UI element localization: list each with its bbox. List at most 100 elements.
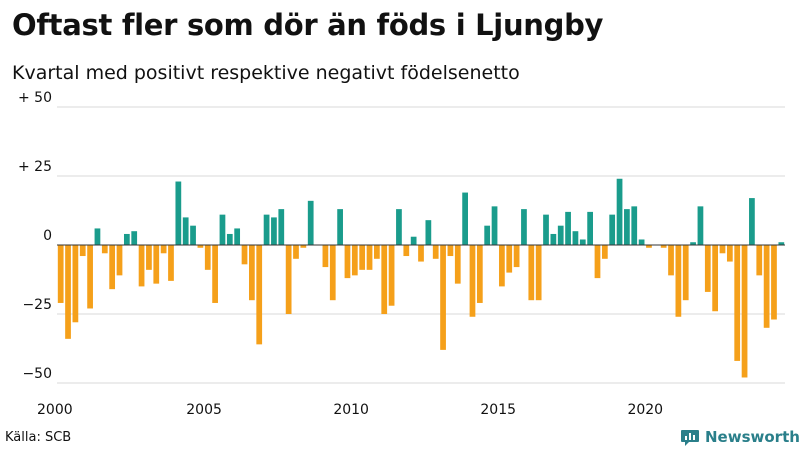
- bar: [256, 245, 263, 345]
- bar: [454, 245, 461, 284]
- bar: [249, 245, 255, 301]
- bar: [204, 245, 211, 270]
- bar: [168, 245, 174, 281]
- bar: [329, 245, 336, 301]
- bar: [109, 245, 116, 290]
- bar: [219, 214, 226, 245]
- bar: [638, 239, 645, 245]
- bar: [572, 231, 579, 245]
- bar: [690, 242, 696, 245]
- y-tick-label: + 50: [18, 90, 52, 106]
- bar: [771, 245, 777, 320]
- bar: [234, 228, 241, 245]
- bar: [469, 245, 476, 317]
- bar-chart: + 50 + 25 0 −25 −50 2000 2005 2010 2015 2020: [18, 90, 785, 418]
- bar: [138, 245, 145, 287]
- y-axis-ticks: + 50 + 25 0 −25 −50: [18, 90, 52, 382]
- bar: [535, 245, 542, 301]
- y-tick-label: + 25: [18, 159, 52, 175]
- bar: [285, 245, 292, 314]
- bar: [226, 233, 233, 245]
- bar: [425, 220, 432, 245]
- bar: [212, 245, 218, 303]
- bar: [734, 245, 741, 361]
- bar: [565, 211, 571, 245]
- bar: [550, 233, 557, 245]
- bar: [322, 245, 329, 268]
- bar: [87, 245, 93, 309]
- brand-name: Newsworthy: [705, 428, 800, 446]
- bar: [579, 239, 586, 245]
- bar: [381, 245, 388, 314]
- bar: [749, 198, 755, 245]
- bar: [175, 181, 182, 245]
- bar: [131, 231, 138, 245]
- bar: [396, 209, 402, 245]
- bar: [403, 245, 410, 257]
- bar: [344, 245, 351, 279]
- chart-title: Oftast fler som dör än föds i Ljungby: [12, 8, 604, 42]
- bar: [712, 245, 719, 312]
- x-axis-ticks: 2000 2005 2010 2015 2020: [37, 402, 663, 418]
- bar: [101, 245, 108, 254]
- bar: [241, 245, 248, 265]
- x-tick-label: 2020: [627, 402, 663, 418]
- y-tick-label: 0: [43, 228, 52, 244]
- bar: [476, 245, 483, 303]
- x-tick-label: 2010: [333, 402, 369, 418]
- bar: [293, 245, 299, 259]
- bar: [543, 214, 549, 245]
- brand-logo: Newsworthy: [680, 426, 800, 448]
- bar: [624, 209, 630, 245]
- bar: [484, 225, 491, 245]
- bar: [432, 245, 439, 259]
- newsworthy-logo-icon: [681, 430, 699, 446]
- bar: [660, 245, 667, 248]
- bar: [491, 206, 498, 245]
- bar: [374, 245, 380, 259]
- bar: [521, 209, 527, 245]
- bar: [506, 245, 513, 273]
- bar: [197, 245, 204, 248]
- bars: [57, 178, 785, 378]
- bar: [366, 245, 373, 270]
- bar: [594, 245, 601, 279]
- bar: [609, 214, 616, 245]
- bar: [726, 245, 733, 262]
- bar: [646, 245, 652, 248]
- x-tick-label: 2000: [37, 402, 73, 418]
- bar: [153, 245, 160, 284]
- bar: [300, 245, 307, 248]
- bar: [513, 245, 520, 268]
- bar: [72, 245, 79, 323]
- bar: [528, 245, 535, 301]
- bar: [182, 217, 189, 245]
- y-tick-label: −50: [22, 366, 52, 382]
- bar: [190, 225, 196, 245]
- x-tick-label: 2015: [480, 402, 516, 418]
- bar: [616, 178, 623, 245]
- bar: [57, 245, 64, 303]
- bar: [631, 206, 638, 245]
- bar: [778, 242, 785, 245]
- bar: [271, 217, 277, 245]
- bar: [79, 245, 86, 257]
- bar: [587, 211, 593, 245]
- bar: [763, 245, 770, 328]
- bar: [123, 233, 130, 245]
- bar: [741, 245, 748, 378]
- bar: [704, 245, 711, 292]
- bar: [160, 245, 167, 254]
- bar: [410, 236, 417, 245]
- source-note: Källa: SCB: [5, 430, 72, 445]
- bar: [447, 245, 454, 257]
- bar: [418, 245, 424, 262]
- bar: [682, 245, 689, 301]
- bar: [146, 245, 152, 270]
- chart-subtitle: Kvartal med positivt respektive negativt…: [12, 62, 520, 84]
- bar: [337, 209, 343, 245]
- bar: [668, 245, 674, 276]
- bar: [462, 192, 468, 245]
- bar: [557, 225, 564, 245]
- bar: [499, 245, 505, 287]
